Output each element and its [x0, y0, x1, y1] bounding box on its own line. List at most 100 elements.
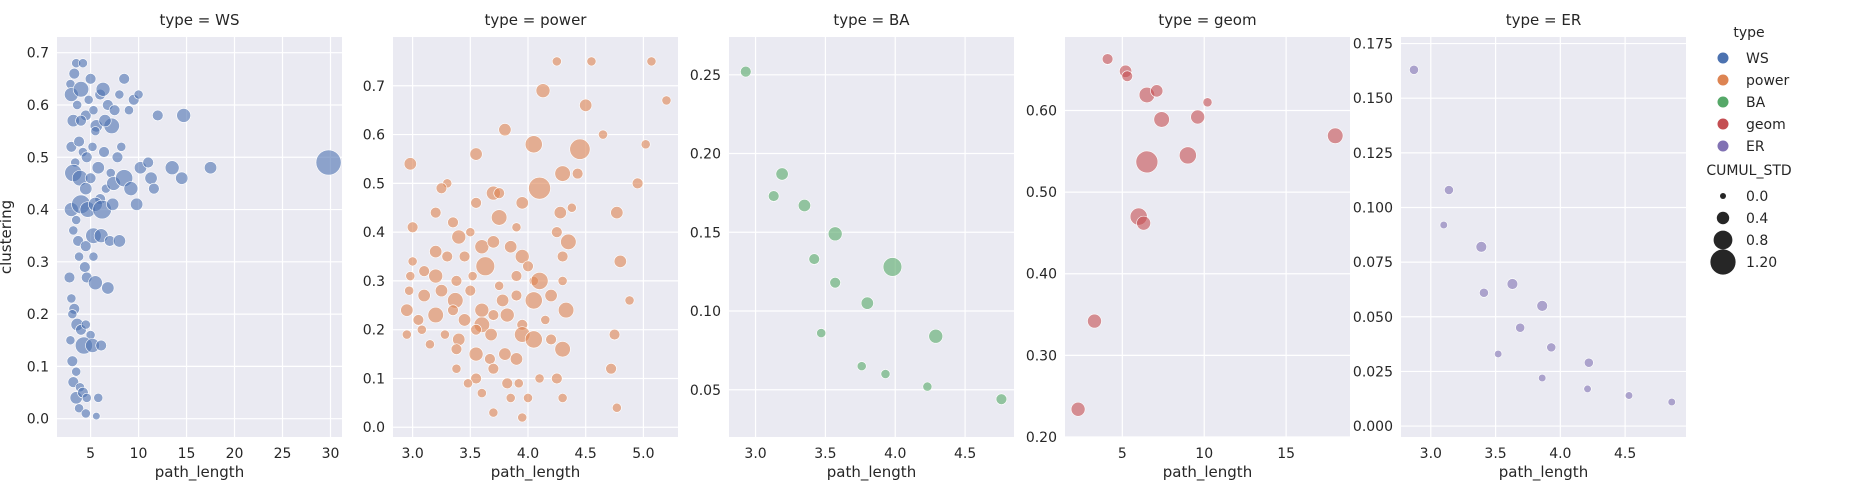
x-tick-label: 3.0	[744, 446, 766, 462]
data-point	[93, 392, 104, 403]
data-point	[428, 268, 443, 284]
data-point	[470, 323, 482, 336]
data-point	[92, 411, 101, 421]
y-tick-label: 0.2	[363, 323, 385, 339]
data-point	[486, 235, 500, 249]
x-tick-label: 5	[86, 446, 95, 462]
data-point	[640, 139, 651, 150]
legend-label: geom	[1746, 117, 1786, 133]
y-tick-label: 0.20	[690, 147, 721, 163]
data-point	[90, 126, 101, 137]
data-point	[488, 407, 499, 418]
data-point	[106, 197, 120, 211]
data-point	[418, 265, 430, 277]
data-point	[523, 393, 533, 403]
y-tick-label: 0.075	[1353, 255, 1393, 271]
legend-size-label: 0.8	[1746, 233, 1768, 249]
legend-marker	[1717, 96, 1729, 108]
data-point	[611, 402, 622, 413]
x-tick-label: 5	[1118, 446, 1127, 462]
data-point	[164, 160, 180, 176]
legend-hue-title: type	[1733, 25, 1764, 41]
y-tick-label: 0.175	[1353, 37, 1393, 53]
y-tick-label: 0.5	[363, 176, 385, 192]
data-point	[406, 221, 419, 233]
data-point	[88, 275, 103, 291]
data-point	[1583, 357, 1594, 368]
y-tick-label: 0.20	[1026, 430, 1057, 446]
x-axis-label: path_length	[1163, 463, 1252, 482]
data-point	[118, 73, 130, 85]
data-point	[465, 227, 476, 238]
data-point	[509, 352, 523, 366]
data-point	[204, 161, 218, 175]
data-point	[540, 315, 551, 325]
data-point	[551, 56, 562, 67]
data-point	[515, 196, 529, 210]
y-tick-label: 0.4	[27, 203, 49, 219]
data-point	[108, 104, 121, 116]
data-point	[72, 81, 90, 98]
x-tick-label: 3.5	[1484, 446, 1506, 462]
data-point	[493, 187, 505, 199]
data-point	[114, 89, 125, 100]
data-point	[463, 378, 473, 389]
data-point	[447, 304, 459, 316]
y-tick-label: 0.050	[1353, 310, 1393, 326]
data-point	[84, 172, 97, 184]
plot-background	[1065, 37, 1350, 437]
data-point	[81, 151, 93, 163]
data-point	[487, 309, 500, 321]
data-point	[608, 328, 621, 341]
data-point	[1190, 109, 1205, 125]
data-point	[65, 335, 76, 346]
x-tick-label: 4.0	[884, 446, 906, 462]
y-axis-label: clustering	[0, 200, 15, 274]
data-point	[1546, 342, 1557, 353]
data-point	[631, 177, 644, 190]
facet-panel: 3.0 3.5 4.0 4.5 5.0 0.0 0.1 0.2 0.3 0.4 0.5 0.6 0.7 t…	[363, 11, 678, 482]
data-point	[534, 373, 545, 384]
data-point	[557, 302, 575, 319]
data-point	[510, 289, 523, 302]
data-point	[613, 254, 627, 268]
data-point	[768, 190, 780, 202]
data-point	[579, 98, 593, 112]
data-point	[407, 256, 418, 267]
legend-size-marker	[1720, 193, 1726, 199]
x-tick-label: 4.5	[1614, 446, 1636, 462]
facet-panel: 5 10 15 20 25 30 0.0 0.1 0.2 0.3 0.4 0.5 0.6 0.7 type …	[0, 11, 342, 482]
data-point	[176, 108, 191, 123]
data-point	[551, 226, 563, 238]
y-tick-label: 0.025	[1353, 364, 1393, 380]
data-point	[447, 216, 459, 229]
x-axis-label: path_length	[827, 463, 916, 482]
data-point	[67, 309, 78, 320]
y-tick-label: 0.7	[363, 79, 385, 95]
data-point	[101, 281, 115, 295]
data-point	[860, 296, 874, 310]
x-tick-label: 15	[178, 446, 196, 462]
data-point	[524, 291, 543, 310]
data-point	[496, 293, 510, 307]
y-tick-label: 0.0	[27, 412, 49, 428]
x-tick-label: 3.0	[1420, 446, 1442, 462]
y-tick-label: 0.7	[27, 46, 49, 62]
data-point	[1475, 241, 1488, 253]
x-axis-label: path_length	[1499, 463, 1588, 482]
data-point	[544, 289, 558, 303]
data-point	[557, 276, 568, 286]
legend-size-marker	[1716, 211, 1730, 225]
facet-title: type = geom	[1158, 11, 1256, 29]
data-point	[1202, 97, 1213, 108]
data-point	[775, 167, 789, 181]
data-point	[797, 199, 811, 213]
data-point	[87, 141, 98, 152]
y-tick-label: 0.30	[1026, 348, 1057, 364]
x-tick-label: 20	[226, 446, 244, 462]
data-point	[74, 403, 84, 414]
data-point	[484, 353, 496, 365]
data-point	[554, 165, 571, 182]
data-point	[88, 105, 99, 116]
data-point	[513, 378, 524, 389]
